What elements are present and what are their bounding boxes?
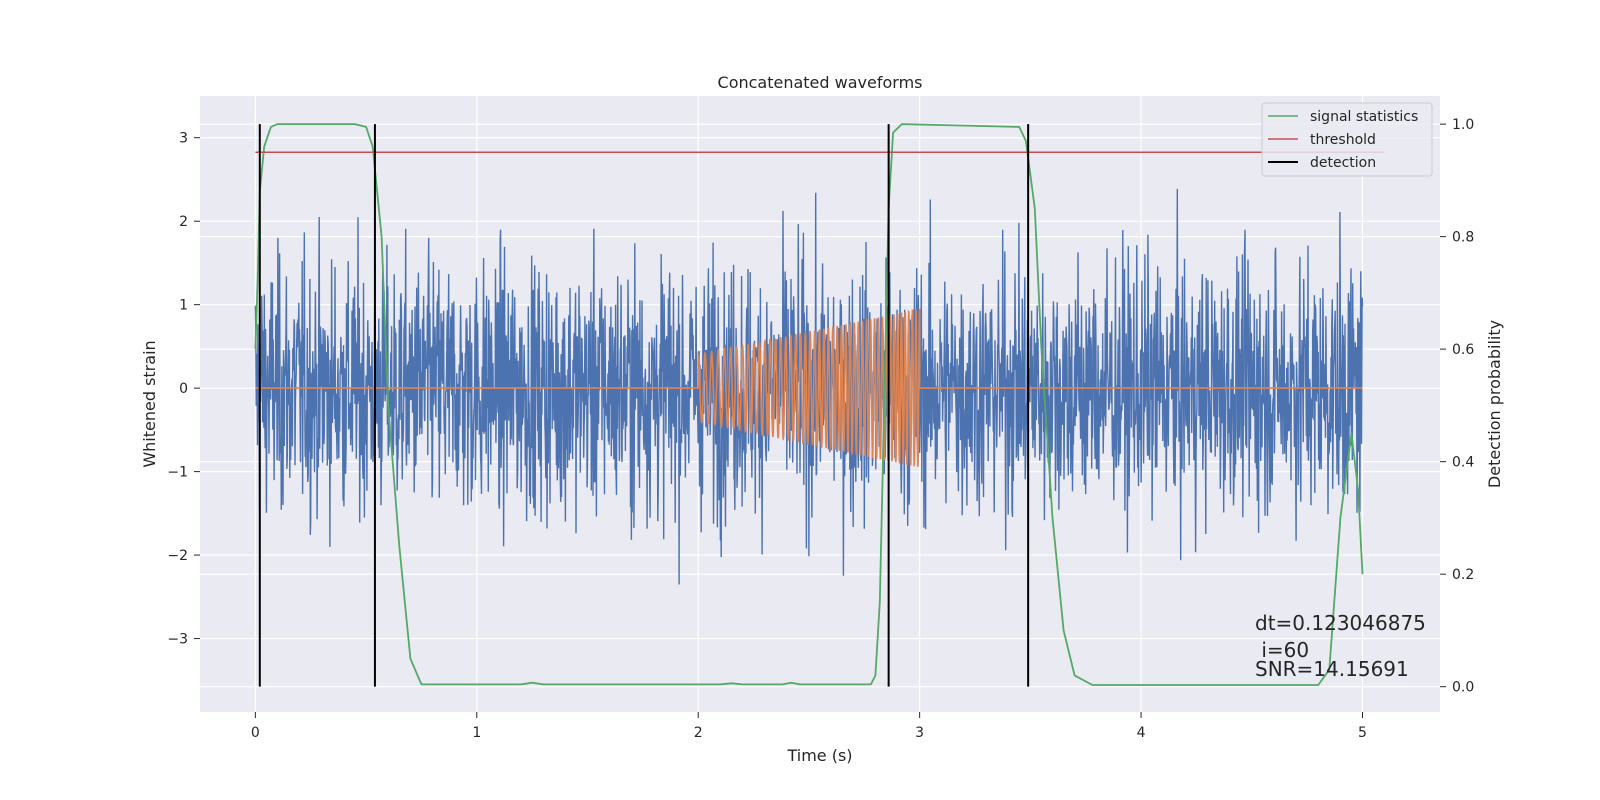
- chirp-series: [255, 308, 1363, 467]
- y-tick-label: −3: [167, 632, 188, 648]
- noise-series: [254, 188, 1364, 585]
- legend-label-detection: detection: [1310, 155, 1376, 171]
- x-tick-label: 4: [1137, 725, 1146, 741]
- annotation-i: i=60: [1255, 638, 1309, 662]
- x-tick-label: 2: [694, 725, 703, 741]
- y2-tick-label: 1.0: [1452, 117, 1474, 133]
- y2-tick-label: 0.2: [1452, 567, 1474, 583]
- legend-label-signal-statistics: signal statistics: [1310, 109, 1418, 125]
- chart-title: Concatenated waveforms: [718, 73, 923, 92]
- signal-statistics-line: [254, 123, 1364, 686]
- y2-ticks: 0.0 0.2 0.4 0.6 0.8 1.0: [1440, 117, 1474, 696]
- legend-box: [1261, 102, 1433, 177]
- signal-statistics-series: [254, 123, 1364, 686]
- x-tick-label: 3: [915, 725, 924, 741]
- noise-line: [254, 188, 1364, 585]
- y2-tick-label: 0.8: [1452, 230, 1474, 246]
- x-tick-label: 0: [251, 725, 260, 741]
- legend-label-threshold: threshold: [1310, 132, 1376, 148]
- y-tick-label: 2: [179, 214, 188, 230]
- annotation-dt: dt=0.123046875: [1255, 611, 1426, 635]
- y-tick-label: −1: [167, 465, 188, 481]
- y2-tick-label: 0.4: [1452, 455, 1474, 471]
- y-axis-label: Whitened strain: [140, 340, 159, 467]
- x-tick-label: 5: [1358, 725, 1367, 741]
- detection-series: [258, 124, 1030, 687]
- x-tick-label: 1: [472, 725, 481, 741]
- y2-axis-label: Detection probability: [1485, 320, 1504, 488]
- y2-tick-label: 0.6: [1452, 342, 1474, 358]
- x-axis-label: Time (s): [786, 746, 852, 765]
- legend: signal statistics threshold detection: [1261, 102, 1433, 177]
- y2-tick-label: 0.0: [1452, 680, 1474, 696]
- y-tick-label: 0: [179, 381, 188, 397]
- y-tick-label: 1: [179, 298, 188, 314]
- y-tick-label: 3: [179, 131, 188, 147]
- y-ticks: −3 −2 −1 0 1 2 3: [167, 131, 200, 648]
- y-tick-label: −2: [167, 548, 188, 564]
- annotation-snr: SNR=14.15691: [1255, 657, 1409, 681]
- chirp-line: [255, 308, 1363, 467]
- x-ticks: 0 1 2 3 4 5: [251, 712, 1367, 741]
